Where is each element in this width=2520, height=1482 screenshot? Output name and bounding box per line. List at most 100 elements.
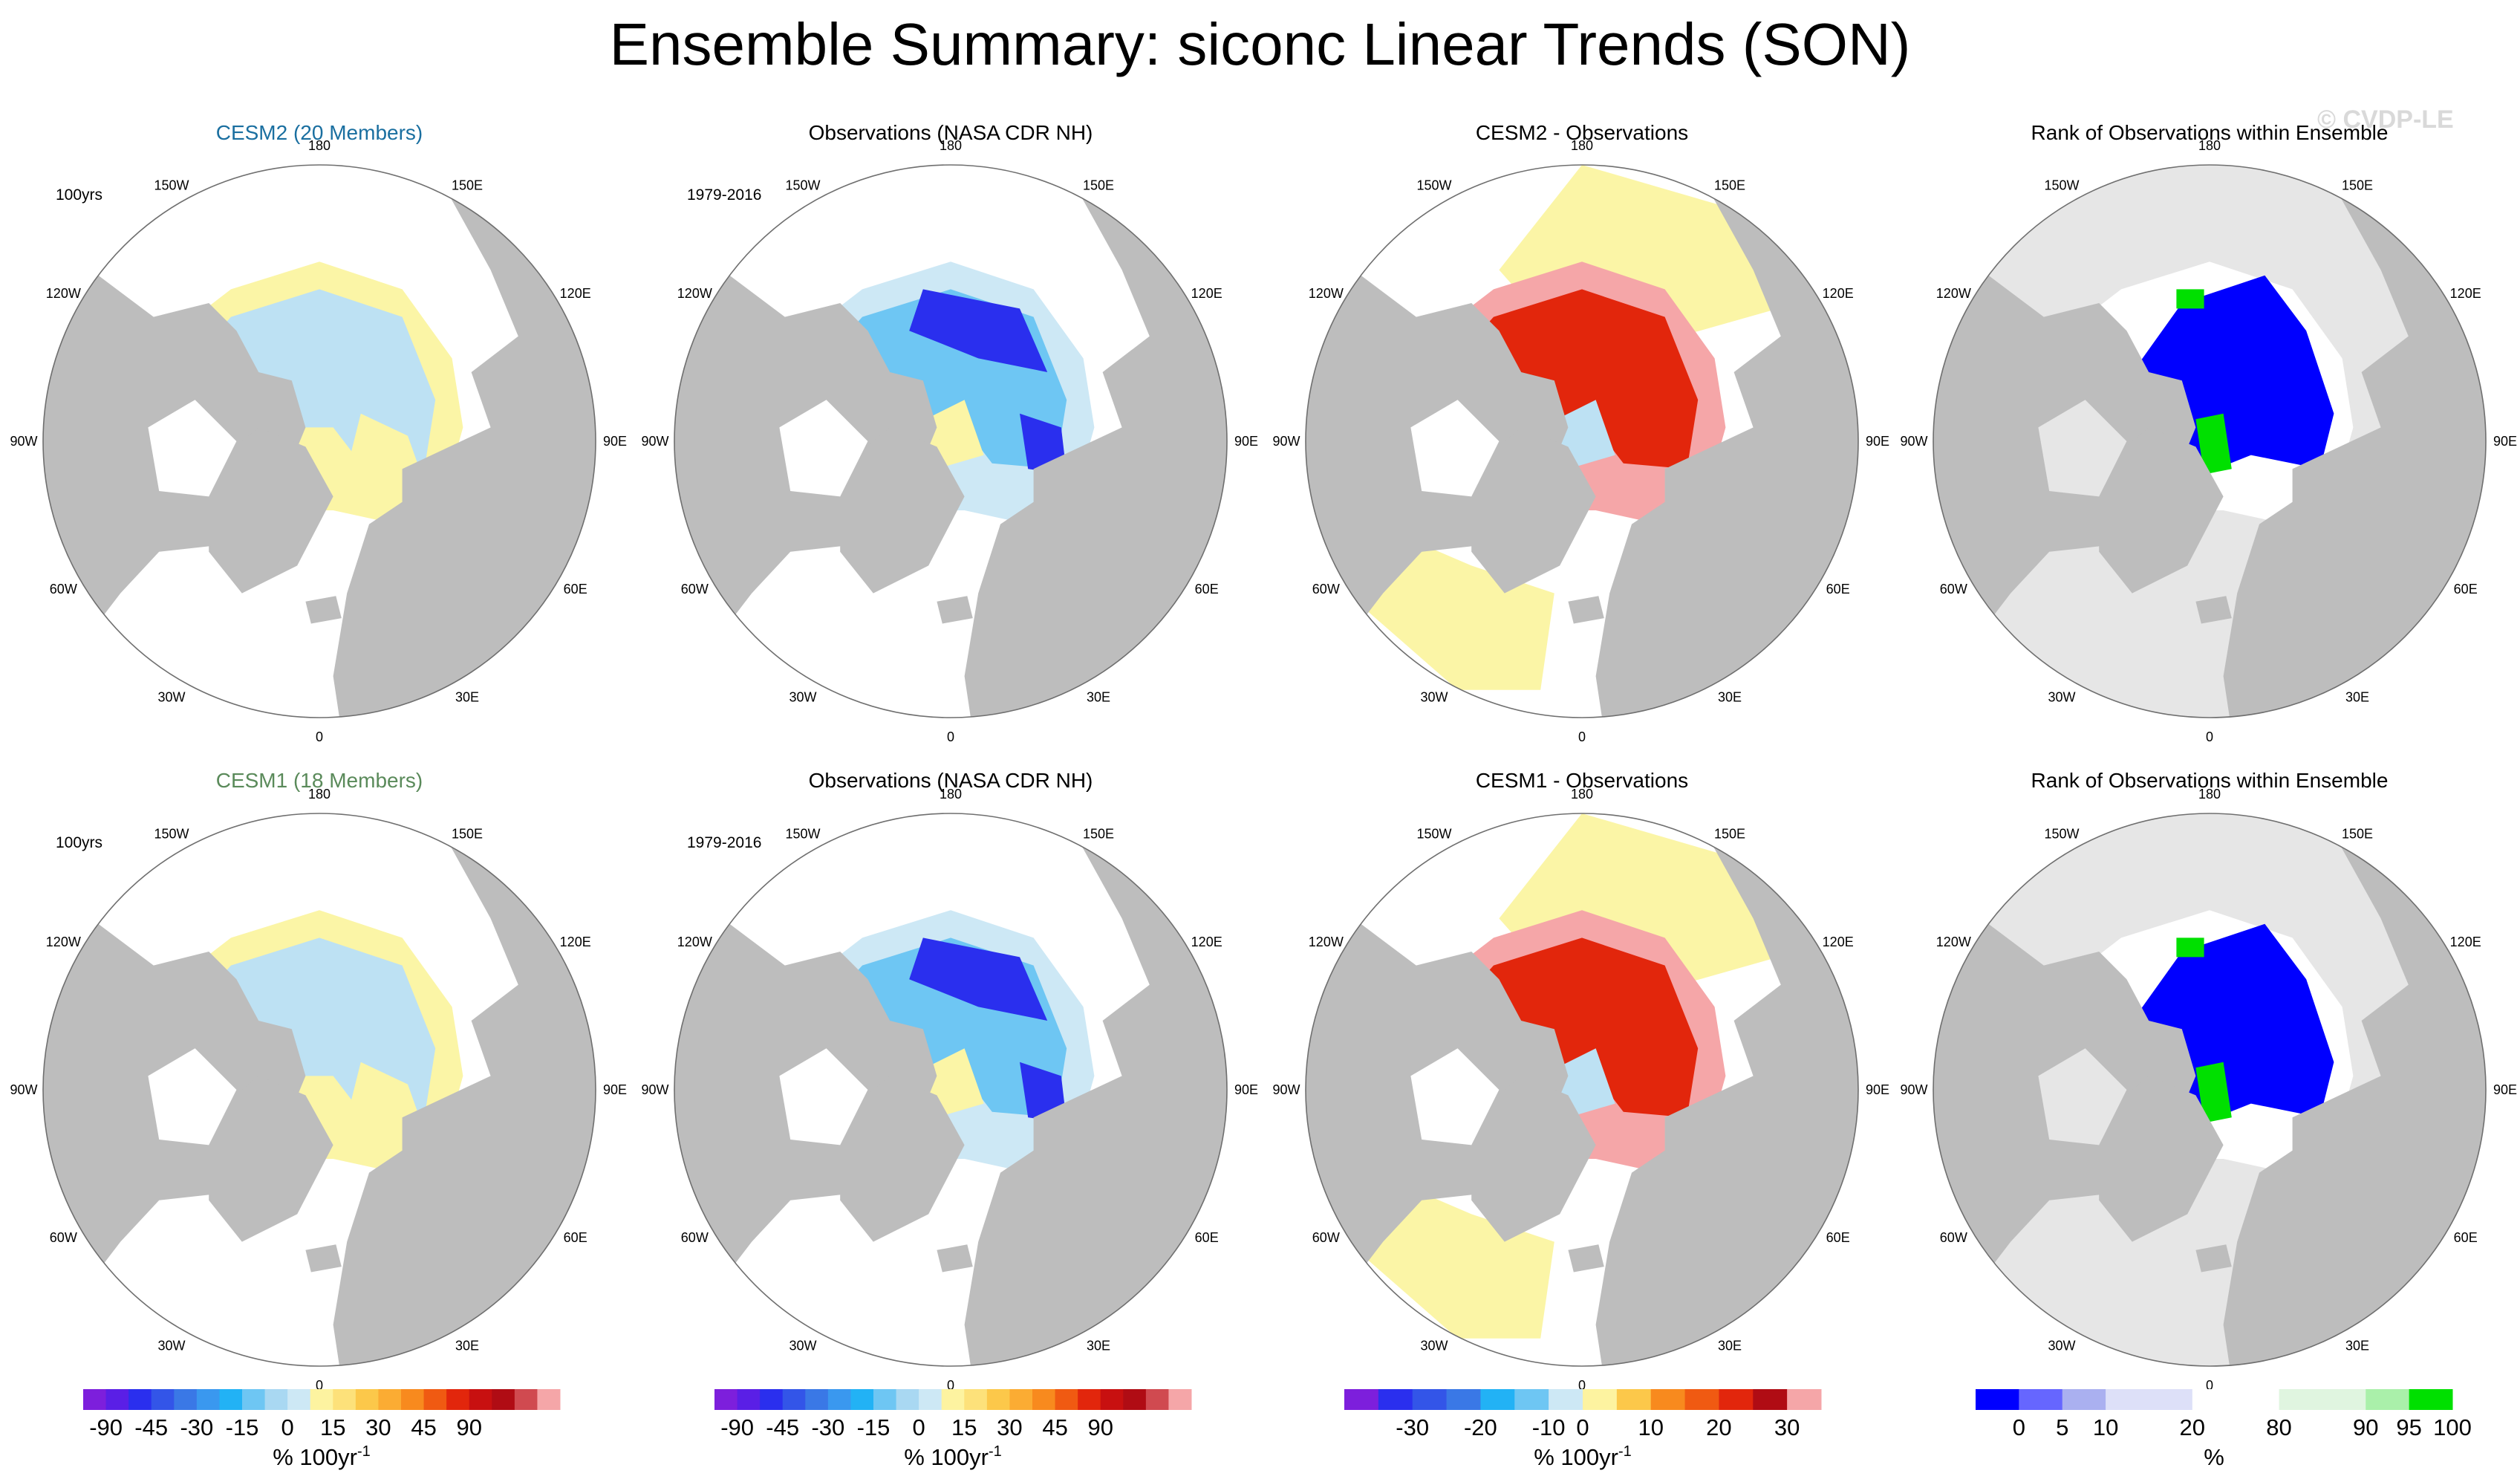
colorbar-swatch xyxy=(264,1389,288,1410)
land-greenland xyxy=(840,427,965,594)
polar-map-ensemble: 180 150E 120E 90E 60E 30E 0 30W 60W 90W 120W 150W xyxy=(10,138,627,744)
hudson-bay xyxy=(1410,1048,1500,1145)
lon-label: 30W xyxy=(2048,1339,2075,1353)
watermark-text: © CVDP-LE xyxy=(2317,105,2454,134)
polar-map-obs: 180 150E 120E 90E 60E 30E 0 30W 60W 90W 120W 150W xyxy=(641,138,1258,744)
colorbar-swatch xyxy=(514,1389,538,1410)
lon-label: 120W xyxy=(46,286,81,301)
panel-title: Observations (NASA CDR NH) xyxy=(808,121,1093,144)
colorbar-swatch xyxy=(1719,1389,1754,1410)
lon-label: 90W xyxy=(1272,434,1300,449)
colorbar: 0 5 10 20 80 90 95 100% xyxy=(1976,1389,2472,1470)
lon-label: 150W xyxy=(2044,178,2079,192)
colorbar-tick-label: 100 xyxy=(2433,1414,2472,1440)
lon-label: 0 xyxy=(947,729,954,744)
period-annotation: 1979-2016 xyxy=(687,186,762,204)
lon-label: 120W xyxy=(1309,286,1344,301)
land-eurasia xyxy=(964,819,1227,1366)
land-greenland xyxy=(840,1076,965,1242)
colorbar-swatch xyxy=(1344,1389,1379,1410)
lon-label: 60W xyxy=(681,582,709,597)
land-eurasia xyxy=(2223,170,2486,718)
colorbar-swatch xyxy=(1378,1389,1413,1410)
colorbar-tick-label: -90 xyxy=(89,1414,123,1440)
lon-label: 30W xyxy=(157,690,185,705)
colorbar-swatch xyxy=(827,1389,851,1410)
lon-label: 30E xyxy=(1718,690,1742,705)
lon-label: 120E xyxy=(560,286,591,301)
colorbar-swatch xyxy=(941,1389,965,1410)
lon-label: 120E xyxy=(1823,935,1854,949)
land-eurasia xyxy=(1595,170,1858,718)
lon-label: 150E xyxy=(1083,826,1114,841)
colorbar-swatch xyxy=(2366,1389,2410,1410)
land-iceland xyxy=(1568,1244,1604,1273)
colorbar-tick-label: 15 xyxy=(320,1414,345,1440)
panel-title: CESM1 - Observations xyxy=(1475,769,1689,792)
colorbar-swatch xyxy=(986,1389,1010,1410)
lon-label: 180 xyxy=(308,138,331,153)
map-field xyxy=(1933,165,2486,718)
colorbar-swatch xyxy=(401,1389,425,1410)
lon-label: 120W xyxy=(1936,286,1971,301)
colorbar-swatch xyxy=(105,1389,129,1410)
lon-label: 150E xyxy=(1714,178,1745,192)
colorbar-swatch xyxy=(1480,1389,1515,1410)
colorbar-unit-exponent: -1 xyxy=(357,1443,371,1460)
lon-label: 150W xyxy=(1416,178,1451,192)
lon-label: 30E xyxy=(455,1339,479,1353)
map-field xyxy=(1933,813,2486,1366)
colorbar-swatch xyxy=(760,1389,784,1410)
colorbar-tick-label: -30 xyxy=(1396,1414,1429,1440)
diff-region-near-zero xyxy=(1306,455,1554,690)
lon-label: 90E xyxy=(1234,1082,1258,1097)
map-field xyxy=(1306,813,1858,1366)
lon-label: 180 xyxy=(940,787,962,802)
colorbar-tick-label: 0 xyxy=(912,1414,925,1440)
panel-title: Observations (NASA CDR NH) xyxy=(808,769,1093,792)
lon-label: 150W xyxy=(154,178,189,192)
colorbar-swatch xyxy=(964,1389,988,1410)
lon-label: 90E xyxy=(1866,1082,1889,1097)
land-eurasia xyxy=(2223,819,2486,1366)
colorbar-swatch xyxy=(2236,1389,2280,1410)
colorbar-swatch xyxy=(1446,1389,1481,1410)
lon-label: 150E xyxy=(452,826,483,841)
colorbar-tick-label: -15 xyxy=(857,1414,891,1440)
period-annotation: 100yrs xyxy=(56,834,103,851)
colorbar-swatch xyxy=(1078,1389,1101,1410)
land-greenland xyxy=(1471,1076,1596,1242)
hudson-bay xyxy=(779,1048,868,1145)
land-eurasia xyxy=(333,819,596,1366)
land-iceland xyxy=(937,1244,973,1273)
lon-label: 60E xyxy=(1826,1230,1850,1245)
lon-label: 0 xyxy=(2206,729,2213,744)
lon-label: 0 xyxy=(316,729,323,744)
lon-label: 60E xyxy=(2454,1230,2478,1245)
colorbar-tick-label: -15 xyxy=(226,1414,259,1440)
lon-label: 120W xyxy=(677,286,712,301)
lon-label: 90W xyxy=(1272,1082,1300,1097)
lon-label: 90E xyxy=(1866,434,1889,449)
figure-title: Ensemble Summary: siconc Linear Trends (… xyxy=(609,11,1911,77)
land-iceland xyxy=(2195,1244,2232,1273)
rank-region-high xyxy=(2176,937,2204,958)
polar-map-rank: 180 150E 120E 90E 60E 30E 0 30W 60W 90W 120W 150W xyxy=(1900,787,2517,1393)
lon-label: 60E xyxy=(1195,1230,1219,1245)
lon-label: 120W xyxy=(1936,935,1971,949)
colorbar-swatch xyxy=(492,1389,515,1410)
lon-label: 0 xyxy=(1578,729,1586,744)
colorbar-unit-exponent: -1 xyxy=(1618,1443,1632,1460)
lon-label: 30W xyxy=(789,690,816,705)
lon-label: 90E xyxy=(603,434,627,449)
lon-label: 120E xyxy=(1823,286,1854,301)
map-boundary xyxy=(1933,813,2487,1367)
colorbar-swatch xyxy=(174,1389,198,1410)
lon-label: 150E xyxy=(452,178,483,192)
lon-label: 60E xyxy=(2454,582,2478,597)
map-boundary xyxy=(1305,164,1859,718)
lon-label: 120E xyxy=(1191,935,1222,949)
colorbar-swatch xyxy=(219,1389,243,1410)
lon-label: 60W xyxy=(1940,1230,1967,1245)
lon-label: 90E xyxy=(2493,434,2517,449)
